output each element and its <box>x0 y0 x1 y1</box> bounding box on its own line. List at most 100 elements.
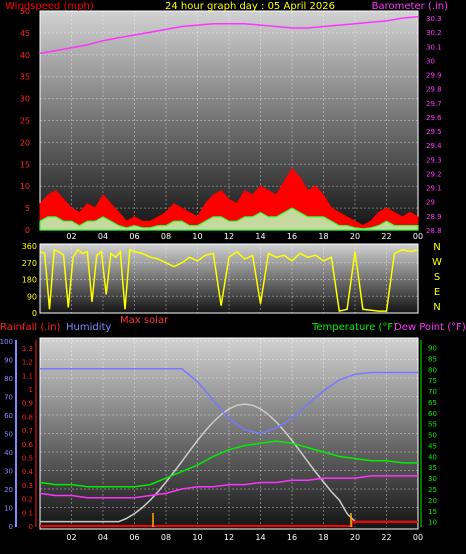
humidity-axis-label: Humidity <box>66 322 111 333</box>
wind-direction-series-line <box>39 248 419 313</box>
x-tick-label: 04 <box>98 232 108 241</box>
compass-label: E <box>434 287 440 298</box>
temperature-tick-label: 70 <box>428 388 437 396</box>
rain-tick-label: 0.2 <box>22 496 33 504</box>
x-tick-label: 16 <box>287 533 297 542</box>
rain-tick-label: 0.3 <box>22 482 33 490</box>
gust-series-area <box>39 167 419 231</box>
barometer-tick-label: 30.3 <box>426 15 442 23</box>
humidity-tick-label: 100 <box>0 338 13 346</box>
barometer-tick-label: 30.1 <box>426 43 442 51</box>
panel-1-x-ticks: 02 04 06 08 10 12 14 16 18 20 22 00 <box>66 232 423 241</box>
panel-1-plot-area <box>39 10 419 231</box>
temperature-tick-label: 50 <box>428 432 437 440</box>
x-tick-label: 20 <box>350 533 360 542</box>
humidity-ticks: 0 10 20 30 40 50 60 70 80 90 100 <box>0 338 13 531</box>
x-tick-label: 10 <box>192 232 202 241</box>
panel-1-left-ticks: 0 5 10 15 20 25 30 35 40 45 50 <box>20 7 30 235</box>
x-tick-label: 08 <box>161 533 171 542</box>
barometer-tick-label: 30.2 <box>426 29 442 37</box>
barometer-tick-label: 28.8 <box>426 227 442 235</box>
barometer-axis-label: Barometer (.in) <box>372 1 448 12</box>
temperature-tick-label: 65 <box>428 399 437 407</box>
dew-point-axis-label: Dew Point (°F) <box>394 322 466 333</box>
panel-3-x-ticks: 02 04 06 08 10 12 14 16 18 20 22 00 <box>66 533 423 542</box>
direction-tick-label: 180 <box>22 276 37 285</box>
temperature-tick-label: 45 <box>428 442 437 450</box>
barometer-tick-label: 30 <box>426 57 435 65</box>
x-tick-label: 12 <box>224 232 234 241</box>
dew-point-series-line <box>39 475 418 499</box>
temperature-axis-label: Temperature (°F) <box>311 322 397 333</box>
rain-tick-label: 0.4 <box>22 468 34 476</box>
max-solar-label: Max solar <box>120 315 169 326</box>
humidity-tick-label: 60 <box>4 412 13 420</box>
barometer-tick-label: 29.7 <box>426 100 442 108</box>
humidity-series-line <box>40 368 418 435</box>
barometer-tick-label: 29.1 <box>426 185 442 193</box>
windspeed-tick-label: 40 <box>20 51 30 60</box>
x-tick-label: 02 <box>66 533 76 542</box>
temperature-tick-label: 10 <box>428 519 437 527</box>
barometer-tick-label: 29.8 <box>426 86 442 94</box>
direction-tick-label: 0 <box>32 309 37 318</box>
temperature-tick-label: 85 <box>428 355 437 363</box>
x-tick-label: 06 <box>129 533 139 542</box>
windspeed-axis-label: Windspeed (mph) <box>5 1 94 12</box>
temperature-tick-label: 25 <box>428 486 437 494</box>
temperature-tick-label: 55 <box>428 421 437 429</box>
barometer-tick-label: 29.9 <box>426 72 442 80</box>
x-tick-label: 22 <box>381 533 391 542</box>
barometer-tick-label: 29.5 <box>426 128 442 136</box>
humidity-tick-label: 0 <box>9 523 13 531</box>
windspeed-tick-label: 10 <box>20 182 30 191</box>
windspeed-tick-label: 20 <box>20 138 30 147</box>
temperature-ticks: 10 15 20 25 30 35 40 45 50 55 60 65 70 75 80 85 90 <box>428 345 437 527</box>
x-tick-label: 18 <box>318 533 328 542</box>
panel-1-series <box>39 15 419 231</box>
humidity-tick-label: 20 <box>4 486 13 494</box>
temperature-tick-label: 40 <box>428 453 437 461</box>
x-tick-label: 06 <box>129 232 139 241</box>
rain-tick-label: 1.1 <box>22 372 33 380</box>
rain-tick-label: 0.9 <box>22 400 33 408</box>
x-tick-label: 04 <box>98 533 108 542</box>
windspeed-tick-label: 5 <box>25 204 30 213</box>
humidity-tick-label: 70 <box>4 394 13 402</box>
rain-tick-label: 0.5 <box>22 454 33 462</box>
humidity-tick-label: 30 <box>4 468 13 476</box>
windspeed-tick-label: 50 <box>20 7 30 16</box>
direction-tick-label: 90 <box>27 292 37 301</box>
humidity-tick-label: 50 <box>4 431 13 439</box>
rain-tick-label: 0.7 <box>22 427 33 435</box>
barometer-tick-label: 29.6 <box>426 114 442 122</box>
temperature-tick-label: 20 <box>428 497 437 505</box>
direction-tick-label: 270 <box>22 259 37 268</box>
temperature-humidity-panel: Max solar Rainfall (.in) Humidity Temper… <box>0 315 466 542</box>
x-tick-label: 00 <box>413 533 423 542</box>
temperature-tick-label: 15 <box>428 508 437 516</box>
windspeed-tick-label: 0 <box>25 226 30 235</box>
temperature-tick-label: 60 <box>428 410 437 418</box>
temperature-tick-label: 90 <box>428 345 437 353</box>
windspeed-tick-label: 35 <box>20 73 30 82</box>
temperature-tick-label: 80 <box>428 366 437 374</box>
x-tick-label: 00 <box>413 232 423 241</box>
barometer-series-line <box>39 15 419 55</box>
panel-3-series <box>39 368 418 527</box>
windspeed-tick-label: 30 <box>20 95 30 104</box>
panel-2-left-ticks: 0 90 180 270 360 <box>22 242 37 318</box>
panel-1-right-ticks: 28.8 28.9 29 29.1 29.2 29.3 29.4 29.5 29.6 29.7 29… <box>426 15 442 235</box>
humidity-tick-label: 80 <box>4 375 13 383</box>
chart-title: 24 hour graph day : 05 April 2026 <box>165 1 335 12</box>
barometer-tick-label: 29.3 <box>426 156 442 164</box>
rain-tick-label: 0.6 <box>22 441 34 449</box>
x-tick-label: 14 <box>255 232 265 241</box>
direction-tick-label: 360 <box>22 242 37 251</box>
humidity-tick-label: 40 <box>4 449 13 457</box>
x-tick-label: 16 <box>287 232 297 241</box>
barometer-tick-label: 29.2 <box>426 170 442 178</box>
